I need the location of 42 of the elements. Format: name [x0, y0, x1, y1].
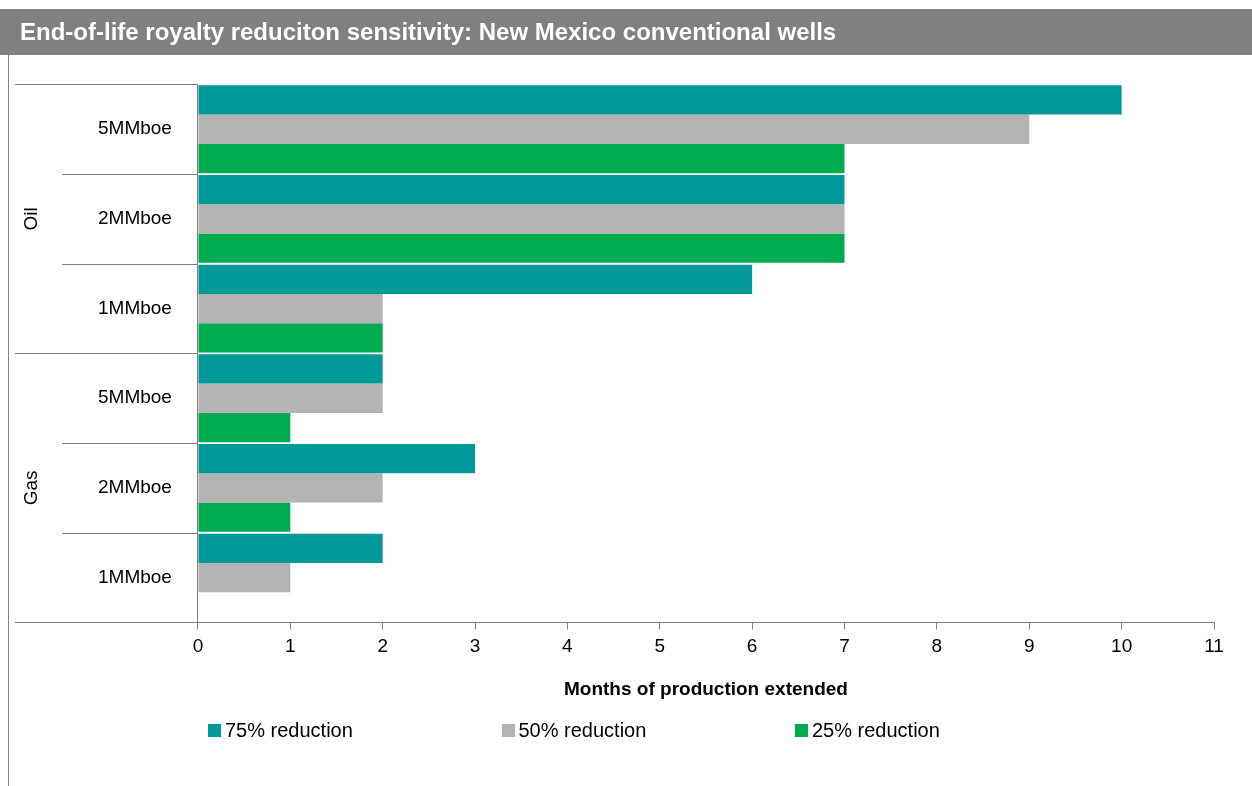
bar: [198, 264, 753, 294]
x-tick-label: 5: [654, 635, 666, 657]
bar: [198, 502, 291, 532]
chart-title: End-of-life royalty reduciton sensitivity: New Mexico conventional wells: [0, 9, 1252, 55]
bar: [198, 174, 845, 205]
legend-label: 50% reduction: [518, 719, 647, 742]
bar: [198, 412, 291, 443]
y-tick-label: 1MMboe: [98, 296, 172, 318]
y-tick-label: 2MMboe: [98, 476, 172, 498]
x-tick-label: 7: [839, 635, 850, 657]
x-tick-label: 11: [1204, 635, 1224, 657]
x-tick-label: 6: [746, 635, 758, 657]
bar: [198, 473, 383, 503]
legend-label: 75% reduction: [225, 719, 353, 742]
bar: [198, 204, 845, 234]
bar: [198, 114, 1030, 144]
bar: [198, 354, 383, 384]
x-tick-label: 0: [192, 635, 204, 657]
text: Gas: [20, 470, 42, 506]
bar: [198, 233, 845, 263]
y-tick-label: 2MMboe: [98, 207, 172, 229]
bar: [198, 562, 291, 593]
x-tick-label: 8: [931, 635, 943, 657]
bar: [198, 143, 845, 174]
bar: [198, 533, 383, 563]
x-tick-label: 2: [377, 635, 388, 657]
bar: [198, 443, 476, 474]
y-tick-label: 5MMboe: [98, 386, 172, 408]
text: Oil: [20, 207, 42, 231]
bar: [198, 85, 1122, 115]
x-tick-label: 10: [1111, 635, 1133, 657]
x-axis-title: Months of production extended: [563, 677, 848, 699]
x-tick-label: 9: [1023, 635, 1035, 657]
y-tick-label: 1MMboe: [98, 565, 172, 587]
bar: [198, 383, 383, 413]
bar: [198, 293, 383, 324]
legend-label: 25% reduction: [812, 719, 940, 742]
x-tick-label: 1: [285, 635, 296, 657]
x-tick-label: 3: [469, 635, 481, 657]
x-tick-label: 4: [562, 635, 574, 657]
bar: [198, 323, 383, 353]
y-tick-label: 5MMboe: [98, 117, 172, 139]
